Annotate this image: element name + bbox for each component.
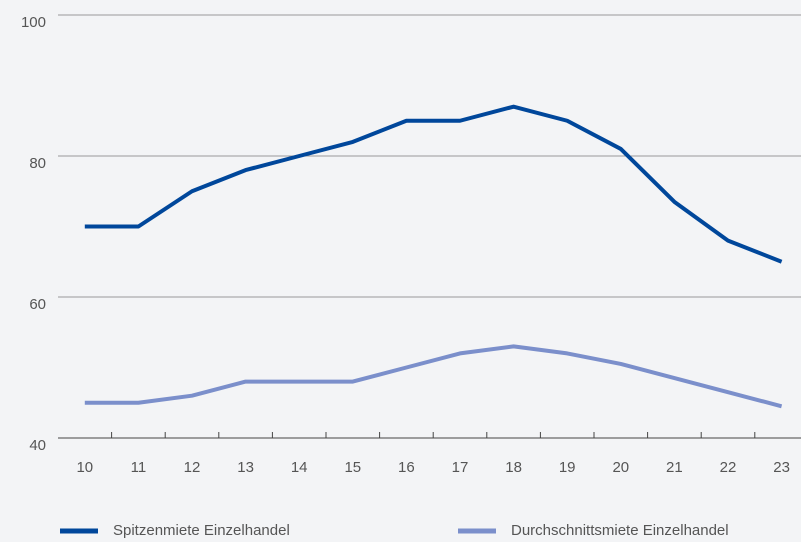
line-series xyxy=(84,344,783,409)
x-tick-label: 22 xyxy=(720,459,737,476)
x-tick-label: 21 xyxy=(666,459,683,476)
x-tick-label: 20 xyxy=(612,459,629,476)
y-tick-label: 80 xyxy=(29,155,46,172)
x-tick-label: 10 xyxy=(76,459,93,476)
y-tick-label: 40 xyxy=(29,437,46,454)
legend-label: Durchschnittsmiete Einzelhandel xyxy=(511,522,729,539)
x-tick-label: 13 xyxy=(237,459,254,476)
line-series xyxy=(84,104,783,264)
x-tick-label: 15 xyxy=(344,459,361,476)
x-tick-label: 17 xyxy=(452,459,469,476)
x-tick-label: 23 xyxy=(773,459,790,476)
y-tick-label: 100 xyxy=(21,14,46,31)
x-tick-label: 19 xyxy=(559,459,576,476)
legend-label: Spitzenmiete Einzelhandel xyxy=(113,522,290,539)
x-tick-label: 11 xyxy=(131,459,147,476)
x-tick-label: 16 xyxy=(398,459,415,476)
y-tick-label: 60 xyxy=(29,296,46,313)
x-tick-label: 12 xyxy=(184,459,201,476)
x-tick-label: 18 xyxy=(505,459,522,476)
x-tick-label: 14 xyxy=(291,459,308,476)
